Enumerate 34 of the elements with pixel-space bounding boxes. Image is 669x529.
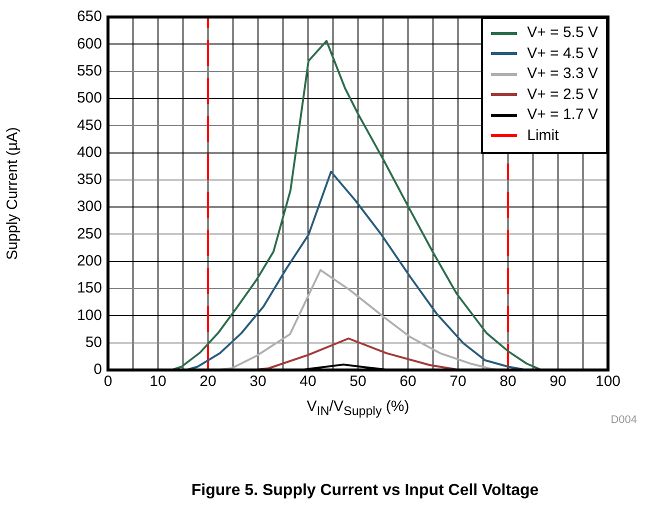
x-tick-label: 60 [400, 373, 416, 390]
legend-label: Limit [527, 126, 559, 146]
x-tick-label: 100 [595, 373, 621, 390]
y-tick-label: 550 [76, 62, 102, 80]
y-tick-label: 250 [76, 225, 102, 242]
y-tick-label: 350 [76, 171, 102, 188]
y-tick-label: 300 [76, 198, 102, 216]
text: Figure 5. Supply Current vs Input Cell Voltage [190, 482, 540, 500]
legend-label: V+ = 4.5 V [527, 44, 598, 64]
y-tick-label: 100 [76, 306, 102, 324]
y-tick-label: 200 [76, 252, 102, 270]
y-tick-label: 150 [76, 280, 102, 297]
y-tick-label: 50 [85, 334, 102, 351]
x-tick-label: 10 [150, 373, 166, 390]
y-tick-label: 500 [76, 90, 102, 107]
y-axis-title: Supply Current (µA) [4, 127, 22, 260]
x-tick-label: 90 [550, 373, 566, 390]
y-tick-label: 650 [76, 8, 102, 26]
y-tick-label: 400 [76, 144, 102, 161]
x-axis-title: V$_{IN}$/V$_{Supply}$ (%) [306, 398, 410, 418]
y-tick-label: 0 [94, 361, 102, 378]
x-tick-label: 70 [450, 373, 466, 390]
x-tick-label: 20 [200, 373, 216, 390]
y-tick-label: 450 [76, 116, 102, 134]
x-tick-label: 30 [250, 373, 266, 390]
x-tick-label: 50 [350, 373, 366, 390]
legend-label: V+ = 3.3 V [527, 64, 598, 84]
legend-label: V+ = 5.5 V [527, 23, 598, 43]
text: D004 [610, 414, 637, 426]
y-tick-label: 600 [76, 35, 102, 52]
x-tick-label: 40 [300, 373, 316, 390]
x-tick-label: 80 [500, 373, 516, 390]
legend-label: V+ = 1.7 V [527, 105, 598, 125]
legend-label: V+ = 2.5 V [527, 84, 598, 104]
